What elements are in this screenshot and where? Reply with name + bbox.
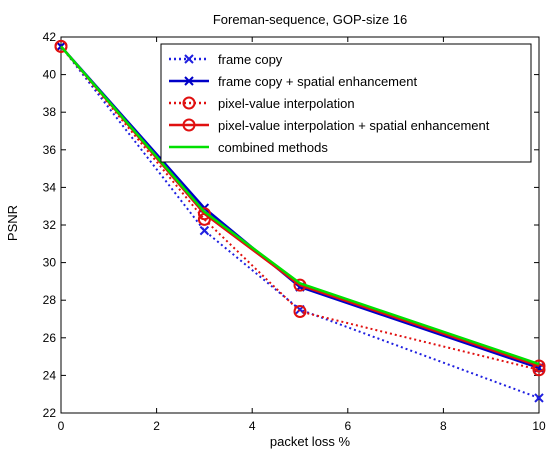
y-tick-label: 40 [43, 68, 57, 82]
data-point [534, 393, 544, 403]
legend-entry: pixel-value interpolation [169, 96, 355, 111]
series-line [60, 45, 540, 366]
data-point [197, 207, 211, 221]
y-axis-label: PSNR [5, 205, 20, 241]
series-layer [54, 39, 546, 403]
series-line [60, 45, 540, 399]
x-tick-label: 0 [58, 419, 65, 433]
y-tick-label: 22 [43, 406, 57, 420]
data-point [54, 39, 68, 53]
y-tick-label: 42 [43, 30, 57, 44]
x-tick-label: 10 [532, 419, 546, 433]
x-tick-label: 4 [249, 419, 256, 433]
y-tick-label: 36 [43, 143, 57, 157]
chart-title: Foreman-sequence, GOP-size 16 [213, 12, 407, 27]
legend-entry: frame copy + spatial enhancement [169, 74, 417, 89]
series-5 [60, 45, 540, 366]
data-point [293, 304, 307, 318]
legend-entry: frame copy [169, 52, 283, 67]
x-tick-label: 8 [440, 419, 447, 433]
legend-marker [184, 76, 194, 86]
legend-marker [182, 96, 196, 110]
y-tick-label: 26 [43, 331, 57, 345]
legend-entry: combined methods [169, 140, 328, 155]
y-tick-label: 38 [43, 105, 57, 119]
y-tick-label: 34 [43, 180, 57, 194]
y-tick-label: 24 [43, 368, 57, 382]
y-tick-label: 28 [43, 293, 57, 307]
y-tick-label: 32 [43, 218, 57, 232]
series-line [60, 45, 540, 371]
legend-label: frame copy + spatial enhancement [218, 74, 417, 89]
data-point [532, 363, 546, 377]
legend-label: frame copy [218, 52, 283, 67]
legend-label: pixel-value interpolation + spatial enha… [218, 118, 490, 133]
legend-label: combined methods [218, 140, 328, 155]
data-point [532, 359, 546, 373]
legend-label: pixel-value interpolation [218, 96, 355, 111]
x-axis-label: packet loss % [270, 434, 351, 449]
x-tick-label: 2 [153, 419, 160, 433]
y-tick-label: 30 [43, 256, 57, 270]
legend-marker [184, 54, 194, 64]
x-tick-label: 6 [344, 419, 351, 433]
legend-entry: pixel-value interpolation + spatial enha… [169, 118, 490, 133]
legend: frame copy frame copy + spatial enhanceme… [160, 43, 532, 163]
data-point [199, 225, 210, 236]
legend-box [160, 43, 532, 163]
legend-marker [182, 118, 196, 132]
